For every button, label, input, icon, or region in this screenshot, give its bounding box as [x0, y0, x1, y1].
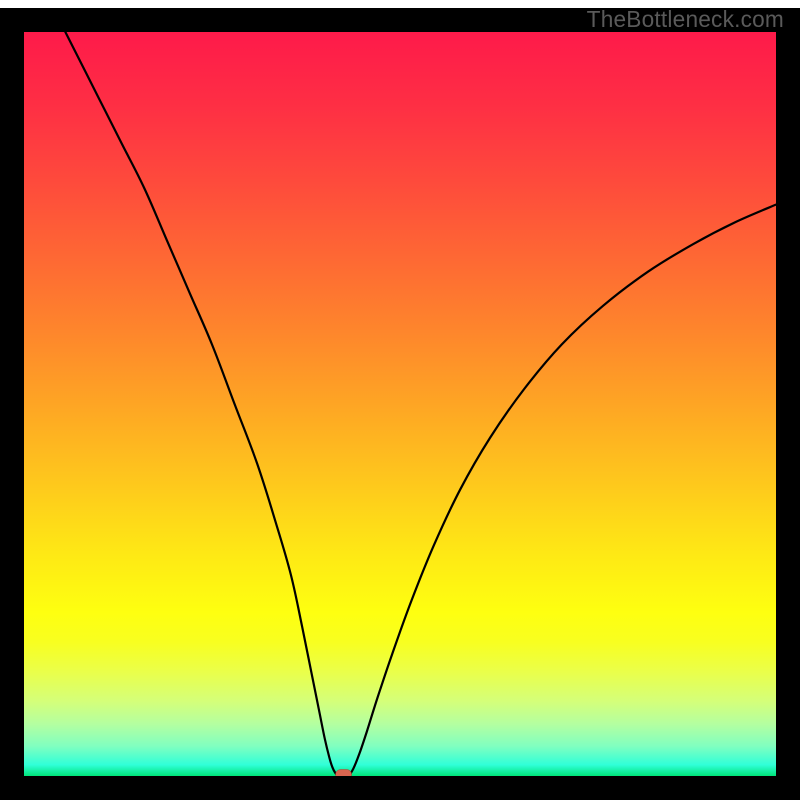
watermark-text: TheBottleneck.com	[587, 6, 784, 33]
chart-frame: TheBottleneck.com	[0, 0, 800, 800]
plot-background	[24, 32, 776, 776]
bottleneck-chart	[0, 0, 800, 800]
